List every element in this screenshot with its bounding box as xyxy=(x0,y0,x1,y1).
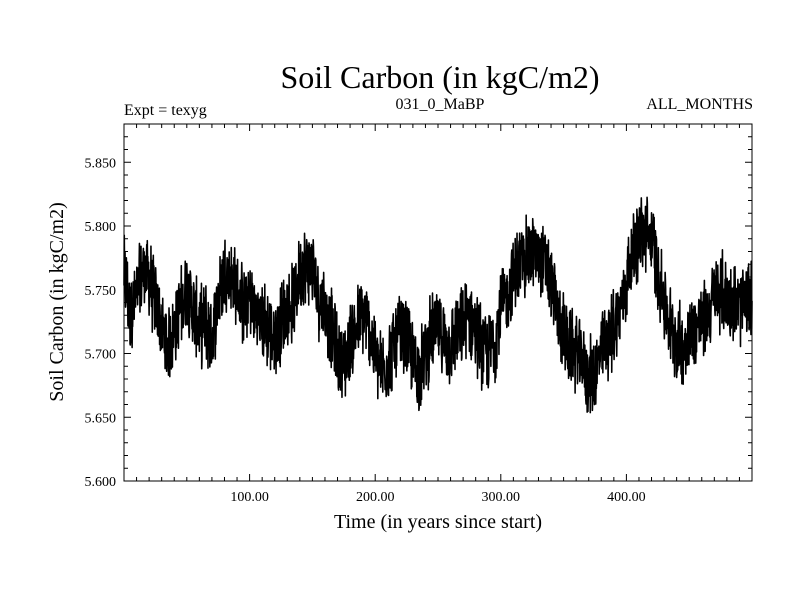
y-tick-label: 5.850 xyxy=(85,156,117,171)
y-tick-label: 5.650 xyxy=(85,411,117,426)
y-tick-labels: 5.600 5.650 5.700 5.750 5.800 5.850 xyxy=(85,156,117,490)
months-label: ALL_MONTHS xyxy=(646,96,753,113)
x-axis-label: Time (in years since start) xyxy=(334,511,542,533)
y-tick-label: 5.750 xyxy=(85,284,117,299)
x-tick-label: 300.00 xyxy=(482,490,521,505)
x-tick-labels: 100.00 200.00 300.00 400.00 xyxy=(230,490,645,505)
experiment-label: Expt = texyg xyxy=(124,102,207,119)
x-tick-label: 100.00 xyxy=(230,490,269,505)
y-tick-label: 5.700 xyxy=(85,348,117,363)
y-axis-label: Soil Carbon (in kgC/m2) xyxy=(46,202,68,401)
x-tick-label: 400.00 xyxy=(607,490,646,505)
period-label: 031_0_MaBP xyxy=(396,96,485,113)
chart-title: Soil Carbon (in kgC/m2) xyxy=(280,59,599,95)
x-tick-label: 200.00 xyxy=(356,490,395,505)
series-layer xyxy=(123,196,753,414)
y-tick-label: 5.600 xyxy=(85,475,117,490)
y-tick-label: 5.800 xyxy=(85,220,117,235)
soil-carbon-series-line xyxy=(123,196,753,414)
